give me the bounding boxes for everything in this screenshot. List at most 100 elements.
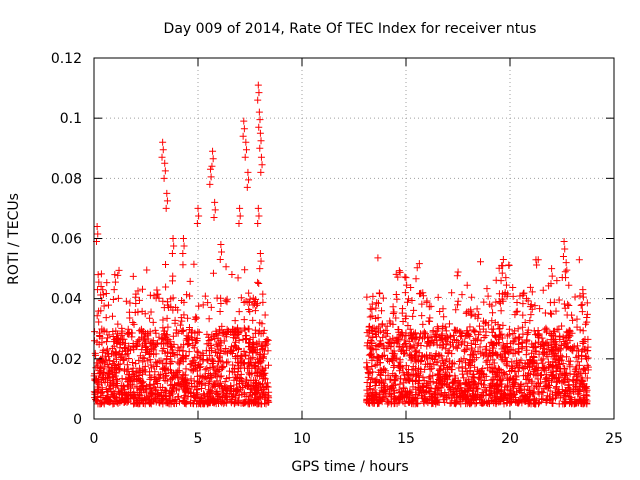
- data-point: [418, 335, 426, 343]
- data-point: [97, 389, 105, 397]
- data-point: [488, 302, 496, 310]
- data-point: [390, 400, 398, 408]
- data-point: [428, 399, 436, 407]
- data-point: [368, 362, 376, 370]
- data-point: [369, 292, 377, 300]
- data-point: [379, 294, 387, 302]
- data-point: [563, 311, 571, 319]
- data-point: [433, 379, 441, 387]
- data-point: [365, 383, 373, 391]
- data-point: [134, 394, 142, 402]
- data-point: [510, 337, 518, 345]
- data-point: [522, 397, 530, 405]
- data-point: [425, 317, 433, 325]
- data-point: [365, 323, 373, 331]
- data-point: [184, 314, 192, 322]
- data-point: [561, 390, 569, 398]
- data-point: [210, 213, 218, 221]
- data-point: [158, 153, 166, 161]
- data-point: [237, 294, 245, 302]
- data-point: [576, 387, 584, 395]
- data-point: [376, 397, 384, 405]
- data-point: [237, 327, 245, 335]
- data-point: [109, 400, 117, 408]
- data-point: [415, 349, 423, 357]
- data-point: [455, 357, 463, 365]
- data-point: [179, 250, 187, 258]
- data-point: [559, 333, 567, 341]
- data-point: [540, 341, 548, 349]
- data-point: [178, 382, 186, 390]
- data-point: [565, 377, 573, 385]
- data-point: [129, 364, 137, 372]
- data-point: [537, 371, 545, 379]
- data-point: [195, 328, 203, 336]
- data-point: [583, 314, 591, 321]
- data-point: [373, 299, 381, 307]
- data-point: [506, 399, 514, 407]
- data-point: [439, 356, 447, 364]
- data-point: [235, 391, 243, 399]
- data-point: [489, 350, 497, 358]
- data-point: [255, 329, 263, 337]
- data-point: [578, 382, 586, 390]
- data-point: [554, 388, 562, 396]
- data-point: [530, 370, 538, 378]
- data-point: [471, 363, 479, 371]
- data-point: [502, 383, 510, 391]
- data-point: [449, 359, 457, 367]
- data-point: [372, 304, 380, 312]
- data-point: [159, 383, 167, 391]
- data-point: [241, 332, 249, 340]
- data-point: [474, 347, 482, 355]
- data-point: [395, 343, 403, 351]
- data-point: [499, 368, 507, 376]
- data-point: [196, 354, 204, 362]
- data-point: [512, 394, 520, 402]
- data-point: [138, 346, 146, 354]
- data-point: [175, 360, 183, 368]
- data-point: [371, 361, 379, 369]
- data-point: [561, 245, 569, 253]
- data-point: [477, 393, 485, 401]
- data-point: [403, 298, 411, 306]
- data-point: [209, 147, 217, 155]
- data-point: [257, 370, 265, 378]
- data-point: [416, 368, 424, 376]
- data-point: [160, 174, 168, 182]
- data-point: [416, 290, 424, 298]
- y-tick-label: 0.1: [60, 111, 82, 127]
- data-point: [262, 338, 270, 346]
- data-point: [189, 342, 197, 350]
- data-point: [215, 352, 223, 360]
- data-point: [149, 318, 157, 326]
- data-point: [236, 212, 244, 220]
- data-point: [241, 153, 249, 161]
- data-point: [439, 392, 447, 400]
- data-point: [363, 342, 371, 350]
- data-point: [367, 379, 375, 387]
- data-point: [466, 323, 474, 331]
- data-point: [497, 380, 505, 388]
- data-point: [227, 328, 235, 336]
- data-point: [99, 388, 107, 396]
- data-point: [549, 358, 557, 366]
- data-point: [130, 346, 138, 354]
- data-point: [168, 375, 176, 383]
- data-point: [135, 375, 143, 383]
- data-point: [100, 302, 108, 310]
- data-point: [94, 230, 102, 238]
- data-point: [404, 376, 412, 384]
- data-point: [111, 393, 119, 401]
- data-point: [379, 379, 387, 387]
- data-point: [124, 397, 132, 405]
- data-point: [258, 161, 266, 169]
- data-point: [523, 371, 531, 379]
- data-point: [236, 204, 244, 212]
- data-point: [231, 327, 239, 335]
- data-point: [128, 333, 136, 341]
- data-point: [465, 400, 473, 408]
- data-point: [568, 399, 576, 407]
- data-point: [368, 300, 376, 308]
- data-point: [134, 376, 142, 384]
